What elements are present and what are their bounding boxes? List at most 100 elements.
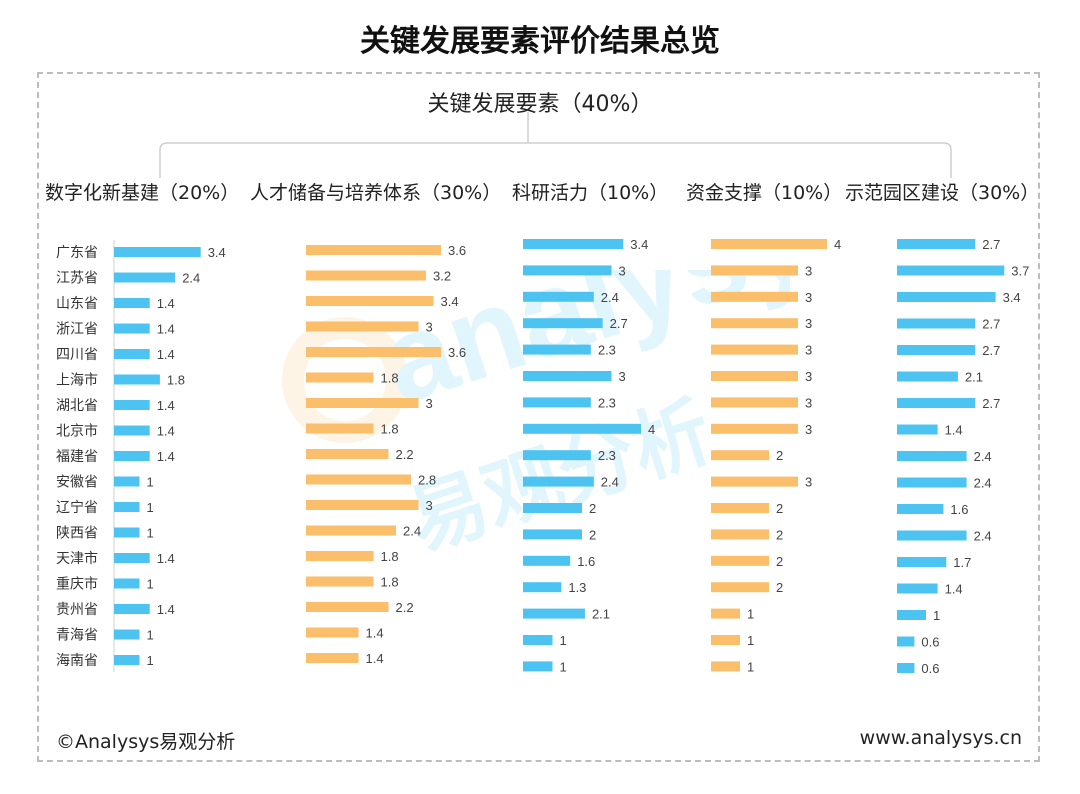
data-label: 3.4	[1003, 290, 1021, 305]
bar	[523, 397, 591, 408]
data-label: 4	[834, 237, 841, 252]
data-label: 1.4	[945, 582, 963, 597]
category-title-digital-infra: 数字化新基建（20%）	[45, 182, 240, 204]
bar	[306, 423, 374, 434]
data-label: 2.7	[982, 317, 1000, 332]
data-label: 1.6	[577, 554, 595, 569]
data-label: 3.4	[630, 237, 648, 252]
data-label: 3	[805, 422, 812, 437]
data-label: 1	[147, 653, 154, 668]
data-label: 1.8	[381, 422, 399, 437]
category-label: 海南省	[56, 653, 98, 669]
category-label: 江苏省	[56, 271, 98, 287]
category-title-talent: 人才储备与培养体系（30%）	[250, 182, 502, 204]
bar	[114, 272, 176, 283]
data-label: 2.7	[610, 316, 628, 331]
category-title-parks: 示范园区建设（30%）	[845, 182, 1040, 204]
category-label: 福建省	[56, 449, 98, 465]
data-label: 1.8	[381, 549, 399, 564]
bar	[114, 604, 150, 614]
data-label: 3	[805, 369, 812, 384]
bar	[897, 583, 938, 594]
bar	[897, 345, 976, 355]
bar	[306, 449, 389, 459]
bar	[897, 371, 958, 382]
category-label: 重庆市	[56, 576, 98, 593]
data-label: 3	[426, 396, 433, 411]
bar	[523, 344, 591, 355]
data-label: 1	[560, 633, 567, 648]
data-label: 1.4	[366, 651, 384, 666]
bar	[306, 500, 419, 510]
data-label: 1.4	[157, 551, 175, 566]
bar	[711, 344, 798, 355]
bar	[523, 291, 594, 302]
bar	[897, 239, 976, 249]
data-label: 1.8	[167, 373, 185, 388]
data-label: 3	[619, 369, 626, 384]
data-label: 3	[805, 343, 812, 358]
category-label: 上海市	[56, 372, 98, 389]
data-label: 2	[776, 554, 783, 569]
bar	[114, 502, 140, 512]
data-label: 2.7	[982, 237, 1000, 252]
data-label: 1.8	[381, 371, 399, 386]
data-label: 3	[805, 290, 812, 305]
bar	[306, 296, 434, 306]
data-label: 1.4	[157, 398, 175, 413]
bar	[306, 627, 359, 638]
bar	[114, 298, 150, 308]
bar	[114, 374, 160, 385]
data-label: 1	[147, 500, 154, 515]
data-label: 3.2	[433, 269, 451, 284]
data-label: 2.4	[974, 529, 992, 544]
data-label: 3	[426, 498, 433, 513]
data-label: 1	[560, 659, 567, 674]
category-label: 浙江省	[56, 322, 98, 338]
bar	[114, 451, 150, 461]
data-label: 2	[589, 501, 596, 516]
bar	[897, 451, 967, 461]
data-label: 2.8	[418, 473, 436, 488]
bar	[114, 578, 140, 589]
bar	[523, 371, 612, 381]
data-label: 3	[426, 320, 433, 335]
bar	[711, 661, 740, 672]
bar	[711, 582, 769, 593]
data-label: 2	[776, 501, 783, 516]
bar	[897, 292, 996, 302]
data-label: 2.4	[182, 271, 200, 286]
bar	[306, 321, 419, 332]
data-label: 1.4	[157, 347, 175, 362]
bar	[523, 450, 591, 461]
category-label: 天津市	[56, 550, 98, 567]
footer-url: www.analysys.cn	[859, 727, 1022, 749]
bar	[523, 476, 594, 487]
data-label: 3.7	[1011, 264, 1029, 279]
bar	[711, 318, 798, 329]
bar	[897, 663, 915, 673]
bar	[114, 247, 201, 257]
data-label: 0.6	[921, 635, 939, 650]
bar	[523, 529, 582, 540]
bar	[306, 270, 426, 281]
category-title-funding: 资金支撑（10%）	[686, 182, 843, 204]
data-label: 2.4	[601, 475, 619, 490]
bar	[114, 349, 150, 359]
bar	[897, 318, 976, 329]
bar	[711, 608, 740, 619]
data-label: 1.4	[366, 626, 384, 641]
data-label: 2.7	[982, 343, 1000, 358]
data-label: 2.4	[974, 476, 992, 491]
bar	[711, 397, 798, 408]
bar	[897, 557, 947, 567]
bar	[897, 424, 938, 435]
category-label: 山东省	[56, 296, 98, 312]
bar	[523, 318, 603, 329]
bar	[897, 636, 915, 647]
data-label: 1	[747, 607, 754, 622]
bar	[711, 265, 798, 276]
bar	[711, 291, 798, 302]
bar	[114, 323, 150, 334]
category-label: 湖北省	[56, 398, 98, 414]
